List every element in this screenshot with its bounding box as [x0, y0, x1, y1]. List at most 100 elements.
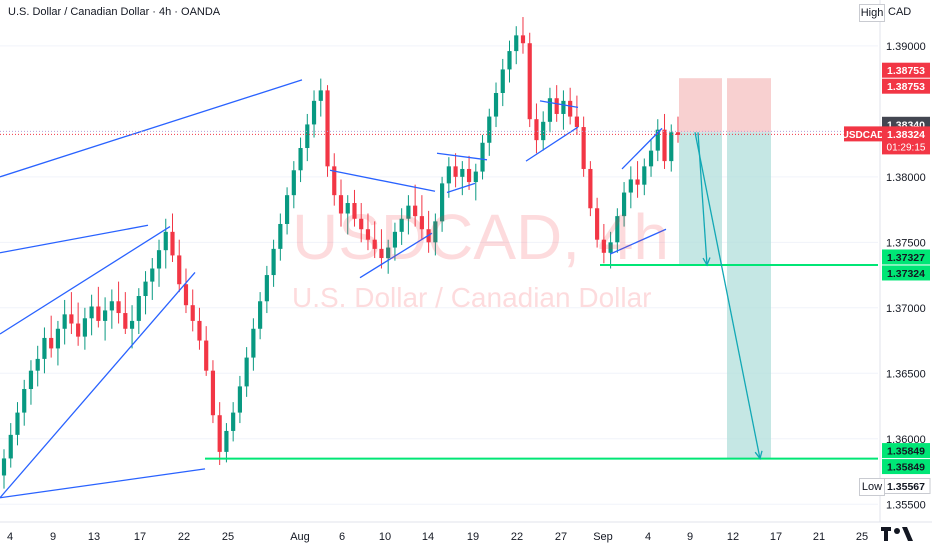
x-tick-label: 4	[645, 531, 651, 543]
candle-body	[271, 248, 276, 276]
candle-body	[217, 415, 222, 452]
candle-body	[318, 90, 323, 101]
price-badge	[882, 78, 930, 94]
y-tick-label: 1.38000	[886, 172, 926, 184]
candle-body	[419, 216, 424, 230]
candle-body	[359, 218, 364, 230]
trendline	[329, 169, 436, 192]
badge-layer: 1.387531.387531.383401.383401.373271.373…	[842, 62, 931, 494]
candle-body	[325, 90, 330, 167]
trendline	[0, 272, 196, 499]
candle-body	[136, 296, 141, 321]
candle-body	[55, 328, 61, 349]
candle-body	[662, 129, 667, 162]
candle-body	[170, 231, 175, 256]
low-button[interactable]: Low	[859, 478, 885, 496]
y-tick-label: 1.35500	[886, 499, 926, 511]
candle-body	[453, 166, 458, 177]
high-button[interactable]: High	[859, 4, 885, 22]
candle-body	[129, 320, 135, 329]
candle-body	[574, 116, 579, 128]
candle-body	[466, 168, 472, 183]
candle-body	[338, 195, 344, 214]
candle-body	[473, 171, 478, 183]
candle-body	[561, 100, 566, 114]
candle-body	[116, 301, 121, 314]
candle-body	[554, 98, 559, 114]
candle-body	[642, 166, 647, 185]
candle-body	[635, 179, 640, 185]
candle-body	[399, 218, 404, 232]
candle-body	[615, 216, 620, 243]
candle-body	[204, 340, 209, 371]
candle-body	[89, 306, 94, 319]
candle-body	[601, 239, 606, 253]
candle-body	[568, 100, 573, 117]
price-badge	[882, 62, 930, 78]
x-tick-label: 22	[511, 531, 523, 543]
take-profit-zone	[727, 132, 771, 459]
candle-body	[311, 100, 317, 125]
candle-body	[190, 305, 195, 321]
candle-body	[648, 150, 654, 167]
x-tick-label: 9	[50, 531, 56, 543]
candle-body	[183, 284, 189, 306]
candle-body	[163, 231, 168, 251]
candle-body	[669, 132, 674, 162]
candle-body	[480, 142, 485, 172]
candle-body	[42, 337, 47, 359]
candle-body	[406, 205, 411, 219]
candle-body	[365, 229, 371, 240]
price-badge	[882, 265, 930, 281]
candle-body	[345, 203, 350, 214]
candle-body	[49, 337, 54, 349]
currency-label: CAD	[888, 6, 912, 18]
x-tick-label: 27	[555, 531, 567, 543]
candle-body	[493, 92, 499, 117]
candle-body	[82, 318, 87, 337]
trendline	[446, 182, 476, 194]
candle-body	[231, 412, 236, 431]
candle-body	[244, 357, 249, 387]
y-tick-label: 1.37000	[886, 303, 926, 315]
candle-body	[76, 323, 81, 337]
candle-body	[487, 116, 492, 143]
candle-body	[143, 281, 148, 297]
candle-body	[278, 223, 283, 249]
x-tick-label: 6	[339, 531, 345, 543]
x-tick-label: Sep	[593, 531, 613, 543]
candle-body	[251, 328, 256, 358]
trendline	[436, 152, 488, 161]
candle-body	[150, 268, 155, 282]
trendline	[609, 228, 667, 255]
candle-body	[1, 458, 7, 476]
line-layer	[0, 79, 878, 499]
x-tick-label: 22	[178, 531, 190, 543]
candle-body	[177, 255, 182, 285]
price-badge-label: 1.38753	[887, 65, 925, 77]
price-badge	[882, 249, 930, 265]
x-tick-label: 12	[727, 531, 739, 543]
x-tick-label: 19	[467, 531, 479, 543]
candle-layer	[1, 17, 681, 489]
candle-body	[264, 275, 269, 302]
y-tick-label: 1.36500	[886, 368, 926, 380]
stop-loss-zone	[727, 78, 771, 133]
x-tick-label: 25	[222, 531, 234, 543]
x-tick-label: 9	[687, 531, 693, 543]
candle-body	[69, 314, 74, 324]
current-price-label: 1.38324	[887, 129, 925, 141]
candle-body	[547, 98, 553, 122]
x-tick-label: 4	[7, 531, 13, 543]
candle-body	[237, 386, 242, 413]
candle-body	[446, 166, 451, 184]
price-badge	[882, 459, 930, 475]
candle-body	[224, 430, 229, 452]
chart-title: U.S. Dollar / Canadian Dollar · 4h · OAN…	[8, 6, 221, 18]
candle-body	[433, 221, 438, 243]
current-price-badge	[882, 126, 930, 155]
projection-arrowhead	[702, 257, 711, 267]
candle-body	[15, 412, 20, 435]
projection-arrowhead	[754, 450, 763, 461]
